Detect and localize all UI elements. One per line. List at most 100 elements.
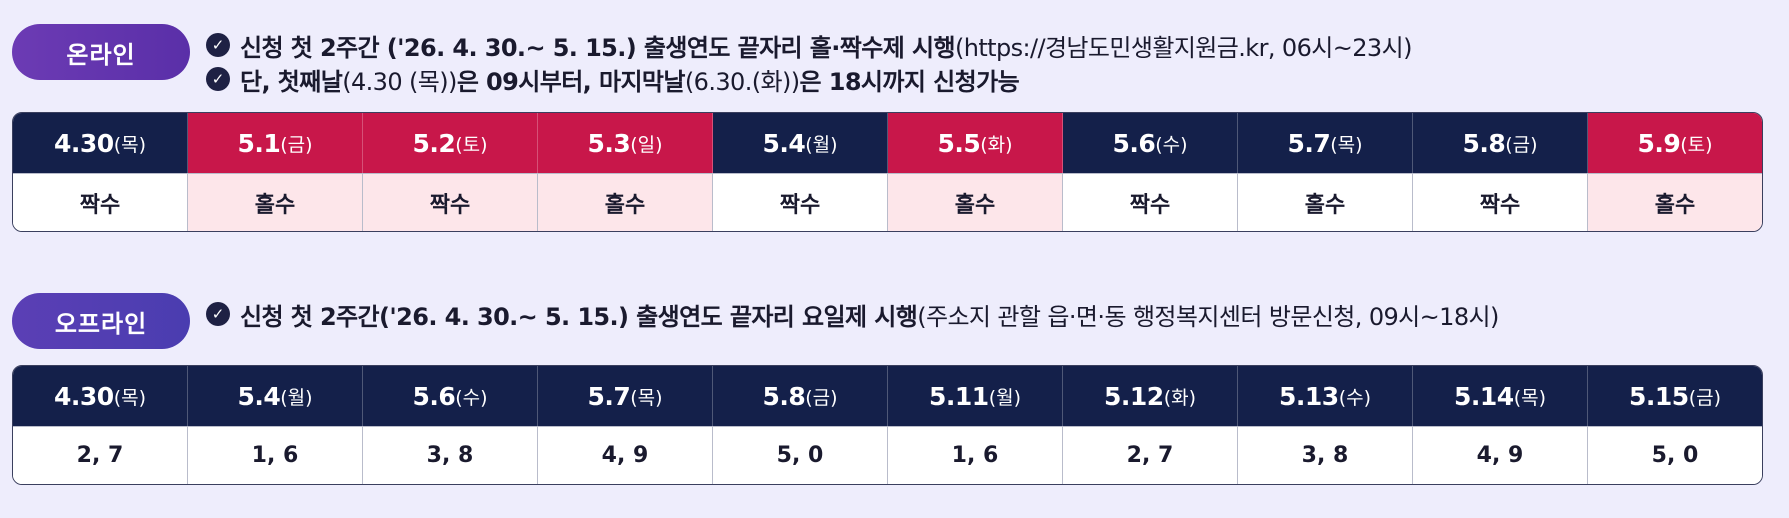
online-schedule-table: 4.30 (목) 5.1 (금) 5.2 (토) 5.3 (일) 5.4 (월) 5.5 (화) 5.6… xyxy=(12,112,1763,232)
offline-value-cell: 3, 8 xyxy=(363,426,538,484)
day-of-week: (수) xyxy=(1338,386,1371,409)
date-number: 4.30 xyxy=(54,128,114,158)
day-of-week: (금) xyxy=(805,386,838,409)
offline-date-header: 5.11 (월) xyxy=(888,366,1063,426)
day-of-week: (토) xyxy=(1680,133,1713,156)
day-of-week: (금) xyxy=(1505,133,1538,156)
online-date-header: 5.7 (목) xyxy=(1238,113,1413,173)
offline-notes: ✓ 신청 첫 2주간('26. 4. 30.~ 5. 15.) 출생연도 끝자리… xyxy=(206,297,1499,331)
day-of-week: (월) xyxy=(988,386,1021,409)
date-number: 5.6 xyxy=(412,381,456,411)
date-number: 5.15 xyxy=(1629,381,1689,411)
day-of-week: (월) xyxy=(280,386,313,409)
online-date-header: 5.9 (토) xyxy=(1588,113,1762,173)
day-of-week: (화) xyxy=(1163,386,1196,409)
offline-date-header: 5.6 (수) xyxy=(363,366,538,426)
online-note-2-normal: (4.30 (목)) xyxy=(342,67,457,96)
online-date-header: 5.5 (화) xyxy=(888,113,1063,173)
day-of-week: (목) xyxy=(113,386,146,409)
online-value-cell: 홀수 xyxy=(538,173,713,231)
date-number: 5.2 xyxy=(412,128,456,158)
day-of-week: (월) xyxy=(805,133,838,156)
online-header: 온라인 ✓ 신청 첫 2주간 ('26. 4. 30.~ 5. 15.) 출생연… xyxy=(12,24,1763,112)
offline-date-header: 5.4 (월) xyxy=(188,366,363,426)
online-value-cell: 홀수 xyxy=(888,173,1063,231)
check-circle-icon: ✓ xyxy=(206,33,230,57)
offline-note-1: ✓ 신청 첫 2주간('26. 4. 30.~ 5. 15.) 출생연도 끝자리… xyxy=(206,297,1499,331)
online-note-1-bold: 신청 첫 2주간 ('26. 4. 30.~ 5. 15.) 출생연도 끝자리 … xyxy=(240,33,956,62)
offline-date-header: 5.14 (목) xyxy=(1413,366,1588,426)
online-value-cell: 홀수 xyxy=(188,173,363,231)
day-of-week: (목) xyxy=(1513,386,1546,409)
offline-section: 오프라인 ✓ 신청 첫 2주간('26. 4. 30.~ 5. 15.) 출생연… xyxy=(12,293,1763,485)
offline-value-cell: 5, 0 xyxy=(1588,426,1762,484)
online-note-2: ✓ 단, 첫째날 (4.30 (목)) 은 09시부터, 마지막날 (6.30.(화)… xyxy=(206,62,1412,96)
offline-value-cell: 5, 0 xyxy=(713,426,888,484)
date-number: 5.8 xyxy=(1462,128,1506,158)
date-number: 4.30 xyxy=(54,381,114,411)
offline-value-cell: 1, 6 xyxy=(888,426,1063,484)
online-note-2-bold2: 은 09시부터, 마지막날 xyxy=(456,67,686,96)
offline-date-header: 4.30 (목) xyxy=(13,366,188,426)
offline-note-1-bold: 신청 첫 2주간('26. 4. 30.~ 5. 15.) 출생연도 끝자리 요… xyxy=(240,302,918,331)
online-date-header: 5.2 (토) xyxy=(363,113,538,173)
date-number: 5.5 xyxy=(937,128,981,158)
day-of-week: (일) xyxy=(630,133,663,156)
date-number: 5.1 xyxy=(237,128,281,158)
date-number: 5.7 xyxy=(1287,128,1331,158)
online-date-header: 5.4 (월) xyxy=(713,113,888,173)
offline-header-row: 4.30 (목) 5.4 (월) 5.6 (수) 5.7 (목) 5.8 (금) 5.11 (월) 5.… xyxy=(13,366,1762,426)
offline-date-header: 5.15 (금) xyxy=(1588,366,1762,426)
offline-date-header: 5.8 (금) xyxy=(713,366,888,426)
day-of-week: (목) xyxy=(630,386,663,409)
online-value-row: 짝수 홀수 짝수 홀수 짝수 홀수 짝수 홀수 짝수 홀수 xyxy=(13,173,1762,231)
date-number: 5.7 xyxy=(587,381,631,411)
day-of-week: (수) xyxy=(1155,133,1188,156)
online-date-header: 5.6 (수) xyxy=(1063,113,1238,173)
online-note-2-bold3: 은 18시까지 신청가능 xyxy=(799,67,1020,96)
offline-note-1-normal: (주소지 관할 읍·면·동 행정복지센터 방문신청, 09시~18시) xyxy=(917,302,1499,331)
check-circle-icon: ✓ xyxy=(206,302,230,326)
day-of-week: (화) xyxy=(980,133,1013,156)
day-of-week: (금) xyxy=(1688,386,1721,409)
online-note-2-bold: 단, 첫째날 xyxy=(240,67,343,96)
date-number: 5.11 xyxy=(929,381,989,411)
day-of-week: (토) xyxy=(455,133,488,156)
date-number: 5.4 xyxy=(237,381,281,411)
online-value-cell: 홀수 xyxy=(1238,173,1413,231)
offline-schedule-table: 4.30 (목) 5.4 (월) 5.6 (수) 5.7 (목) 5.8 (금) 5.11 (월) 5.… xyxy=(12,365,1763,485)
offline-value-cell: 2, 7 xyxy=(13,426,188,484)
day-of-week: (금) xyxy=(280,133,313,156)
online-header-row: 4.30 (목) 5.1 (금) 5.2 (토) 5.3 (일) 5.4 (월) 5.5 (화) 5.6… xyxy=(13,113,1762,173)
online-date-header: 4.30 (목) xyxy=(13,113,188,173)
online-value-cell: 짝수 xyxy=(363,173,538,231)
offline-header: 오프라인 ✓ 신청 첫 2주간('26. 4. 30.~ 5. 15.) 출생연… xyxy=(12,293,1763,365)
offline-value-cell: 1, 6 xyxy=(188,426,363,484)
online-value-cell: 짝수 xyxy=(713,173,888,231)
online-note-1: ✓ 신청 첫 2주간 ('26. 4. 30.~ 5. 15.) 출생연도 끝자… xyxy=(206,28,1412,62)
offline-date-header: 5.12 (화) xyxy=(1063,366,1238,426)
online-date-header: 5.8 (금) xyxy=(1413,113,1588,173)
online-value-cell: 홀수 xyxy=(1588,173,1762,231)
check-circle-icon: ✓ xyxy=(206,67,230,91)
online-value-cell: 짝수 xyxy=(13,173,188,231)
online-note-1-normal: (https://경남도민생활지원금.kr, 06시~23시) xyxy=(954,33,1412,62)
offline-value-cell: 3, 8 xyxy=(1238,426,1413,484)
date-number: 5.12 xyxy=(1104,381,1164,411)
offline-date-header: 5.13 (수) xyxy=(1238,366,1413,426)
offline-date-header: 5.7 (목) xyxy=(538,366,713,426)
date-number: 5.14 xyxy=(1454,381,1514,411)
online-value-cell: 짝수 xyxy=(1063,173,1238,231)
date-number: 5.13 xyxy=(1279,381,1339,411)
date-number: 5.9 xyxy=(1637,128,1681,158)
day-of-week: (수) xyxy=(455,386,488,409)
offline-value-cell: 4, 9 xyxy=(538,426,713,484)
offline-value-row: 2, 7 1, 6 3, 8 4, 9 5, 0 1, 6 2, 7 3, 8 4, 9 5, 0 xyxy=(13,426,1762,484)
day-of-week: (목) xyxy=(1330,133,1363,156)
online-value-cell: 짝수 xyxy=(1413,173,1588,231)
date-number: 5.4 xyxy=(762,128,806,158)
online-notes: ✓ 신청 첫 2주간 ('26. 4. 30.~ 5. 15.) 출생연도 끝자… xyxy=(206,28,1412,96)
online-badge: 온라인 xyxy=(12,24,190,80)
date-number: 5.8 xyxy=(762,381,806,411)
online-note-2-normal2: (6.30.(화)) xyxy=(684,67,800,96)
